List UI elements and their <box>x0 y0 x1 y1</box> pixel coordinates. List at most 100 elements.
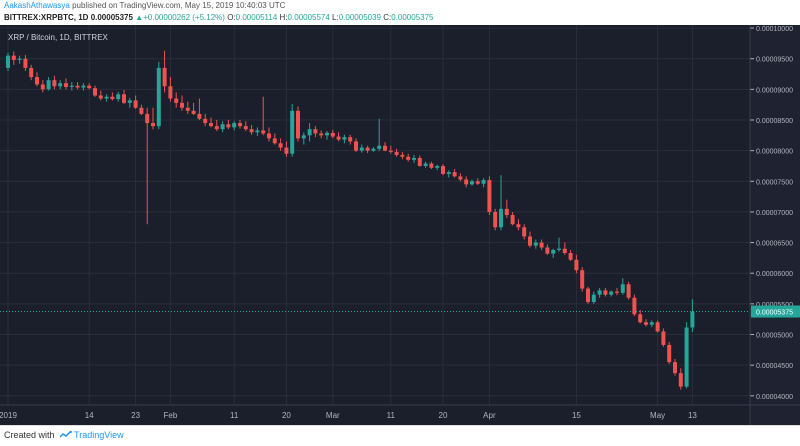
candle-down <box>238 123 242 127</box>
candle-down <box>261 130 266 134</box>
candle-up <box>649 322 654 325</box>
candle-up <box>446 172 451 174</box>
candle-down <box>139 107 144 114</box>
author-link[interactable]: AakashAthawasya <box>4 1 70 10</box>
candle-up <box>551 249 556 254</box>
low-label: L: <box>332 13 339 22</box>
candle-down <box>632 297 637 315</box>
open-label: O: <box>227 13 236 22</box>
candle-down <box>87 85 92 89</box>
candle-up <box>6 55 10 68</box>
candle-down <box>406 156 411 160</box>
candle-up <box>307 129 312 136</box>
candle-down <box>487 180 492 212</box>
candle-up <box>557 248 561 250</box>
candle-up <box>69 85 74 87</box>
candle-down <box>93 88 97 96</box>
candle-down <box>284 147 289 154</box>
candle-down <box>174 98 179 103</box>
candle-down <box>655 322 660 332</box>
candle-down <box>568 253 573 260</box>
candle-down <box>209 123 213 127</box>
candle-down <box>603 290 608 295</box>
candle-down <box>52 80 57 87</box>
x-tick-label: 23 <box>131 411 140 420</box>
candle-down <box>267 133 271 139</box>
candle-down <box>458 176 463 180</box>
y-tick-label: 0.00009500 <box>756 57 793 64</box>
candle-down <box>348 137 353 142</box>
candle-up <box>609 291 614 295</box>
candle-up <box>220 124 225 130</box>
candle-down <box>145 113 150 124</box>
price-change: +0.00000262 (+5.12%) <box>143 13 225 22</box>
candle-down <box>35 77 39 85</box>
x-tick-label: Apr <box>483 411 496 420</box>
published-text: published on TradingView.com, May 15, 20… <box>72 1 286 10</box>
candle-down <box>151 123 155 127</box>
candle-down <box>383 145 387 151</box>
last-price-label: 0.00005375 <box>756 310 793 317</box>
candle-down <box>667 344 672 363</box>
candle-up <box>325 132 329 136</box>
y-tick-label: 0.00007500 <box>756 179 793 186</box>
candle-up <box>533 242 538 246</box>
candle-up <box>597 290 602 295</box>
candle-down <box>11 55 16 60</box>
change-arrow-icon: ▲ <box>135 13 144 22</box>
candle-down <box>75 85 80 88</box>
candle-down <box>29 67 34 78</box>
candle-down <box>162 67 167 87</box>
y-tick-label: 0.00006500 <box>756 241 793 248</box>
y-tick-label: 0.00009000 <box>756 87 793 94</box>
y-tick-label: 0.00010000 <box>756 26 793 33</box>
candle-down <box>133 100 138 108</box>
candle-up <box>412 158 416 160</box>
candle-up <box>591 294 596 303</box>
candle-down <box>452 172 457 177</box>
candlestick-chart[interactable]: 2019 14 23 Feb 11 20 Mar 11 20 Apr 15 May 13 0.000100… <box>0 25 800 425</box>
y-tick-label: 0.00005000 <box>756 333 793 340</box>
candle-down <box>586 288 590 303</box>
candle-down <box>615 291 619 293</box>
high-label: H: <box>279 13 288 22</box>
candle-down <box>336 136 341 140</box>
chart-background <box>0 25 800 425</box>
candle-down <box>98 95 103 99</box>
candle-down <box>330 132 335 137</box>
candle-down <box>417 158 422 166</box>
candle-down <box>661 331 666 345</box>
candle-up <box>371 148 376 151</box>
x-tick-label: 13 <box>688 411 697 420</box>
candle-up <box>127 100 132 103</box>
candle-down <box>678 373 683 387</box>
candle-down <box>429 163 434 168</box>
candle-up <box>359 147 364 151</box>
candle-down <box>545 247 550 254</box>
x-tick-label: 11 <box>387 411 396 420</box>
candle-down <box>226 124 231 128</box>
candle-down <box>539 242 544 248</box>
candle-up <box>377 145 382 149</box>
footer-bar: Created with TradingView <box>0 425 800 446</box>
candle-down <box>110 96 115 100</box>
close-label: C: <box>383 13 392 22</box>
candle-down <box>365 147 370 151</box>
candle-up <box>620 284 625 293</box>
candle-down <box>319 133 324 136</box>
candle-down <box>394 151 399 155</box>
candle-down <box>272 138 277 144</box>
candle-down <box>197 113 202 119</box>
candle-down <box>243 126 248 130</box>
last-price: 0.00005375 <box>90 13 133 22</box>
candle-down <box>296 110 300 139</box>
candle-up <box>81 85 86 88</box>
publish-info: AakashAthawasya published on TradingView… <box>4 1 285 10</box>
candle-down <box>574 259 579 271</box>
symbol-label: BITTREX:XRPBTC, 1D <box>4 13 89 22</box>
candle-down <box>249 129 254 133</box>
candle-up <box>17 58 22 60</box>
tradingview-brand-link[interactable]: TradingView <box>74 430 124 440</box>
created-with-text: Created with TradingView <box>4 430 124 440</box>
candle-up <box>342 137 347 140</box>
